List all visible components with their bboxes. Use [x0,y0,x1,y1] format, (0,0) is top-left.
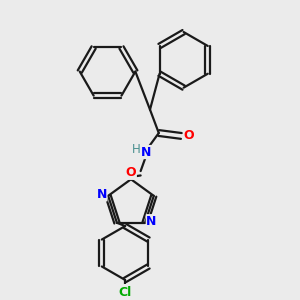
Text: N: N [97,188,107,201]
Text: N: N [97,188,107,201]
Text: H: H [132,143,141,156]
Text: H: H [132,143,141,156]
Text: O: O [184,129,194,142]
Text: Cl: Cl [118,286,132,299]
Text: N: N [146,215,157,228]
Text: O: O [126,166,136,179]
Text: N: N [146,215,157,228]
Text: O: O [184,129,194,142]
Text: O: O [126,166,136,179]
Text: N: N [141,146,152,158]
Text: Cl: Cl [118,286,132,299]
Text: N: N [141,146,152,158]
